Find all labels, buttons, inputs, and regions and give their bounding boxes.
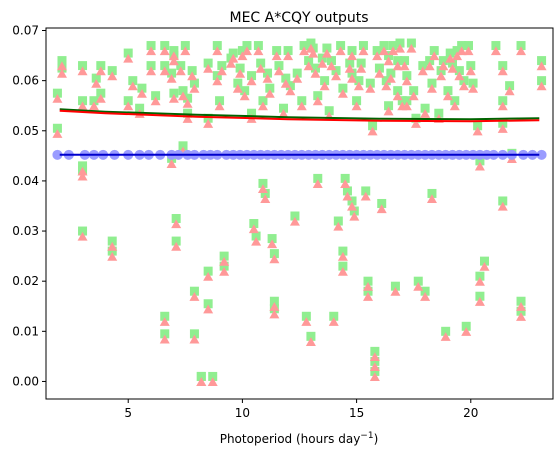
y-tick-label: 0.00 (12, 374, 39, 388)
x-axis-label-tail: ) (374, 432, 379, 446)
y-tick-label: 0.07 (12, 24, 39, 38)
y-tick-label: 0.03 (12, 224, 39, 238)
y-tick-label: 0.02 (12, 274, 39, 288)
x-axis-label: Photoperiod (hours day−1) (220, 431, 379, 446)
x-tick-label: 20 (463, 406, 478, 420)
x-tick-label: 5 (124, 406, 132, 420)
y-tick-label: 0.01 (12, 324, 39, 338)
x-axis-label-main: Photoperiod (hours day (220, 432, 361, 446)
chart-title: MEC A*CQY outputs (230, 10, 369, 26)
y-tick-label: 0.04 (12, 174, 39, 188)
y-tick-label: 0.05 (12, 124, 39, 138)
x-axis-label-superscript: −1 (360, 431, 373, 441)
x-tick-label: 15 (349, 406, 364, 420)
y-tick-label: 0.06 (12, 74, 39, 88)
x-tick-label: 10 (235, 406, 250, 420)
